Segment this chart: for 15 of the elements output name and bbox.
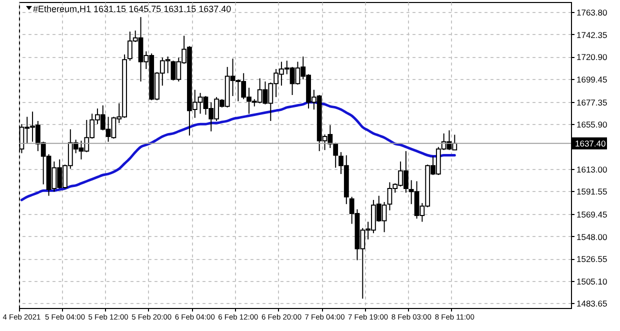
y-tick-label: 1655.90: [576, 120, 608, 130]
y-tick-label: 1763.80: [576, 8, 608, 18]
y-tick-label: 1720.90: [576, 52, 608, 62]
y-tick-label: 1742.35: [576, 30, 608, 40]
chart-title: #Ethereum,H1 1631.15 1645.75 1631.15 1637.40: [33, 4, 232, 14]
y-tick-label: 1699.45: [576, 74, 608, 84]
ref-line-label: 1637.40: [575, 138, 606, 148]
y-tick-label: 1483.65: [576, 298, 608, 309]
y-tick-label: 1591.55: [576, 186, 608, 197]
y-tick-label: 1569.45: [576, 210, 608, 220]
y-tick-label: 1548.00: [576, 232, 608, 242]
y-tick-label: 1613.00: [576, 164, 608, 174]
y-tick-label: 1677.35: [576, 97, 608, 108]
y-tick-label: 1505.10: [576, 276, 608, 286]
y-tick-label: 1526.55: [576, 254, 608, 264]
